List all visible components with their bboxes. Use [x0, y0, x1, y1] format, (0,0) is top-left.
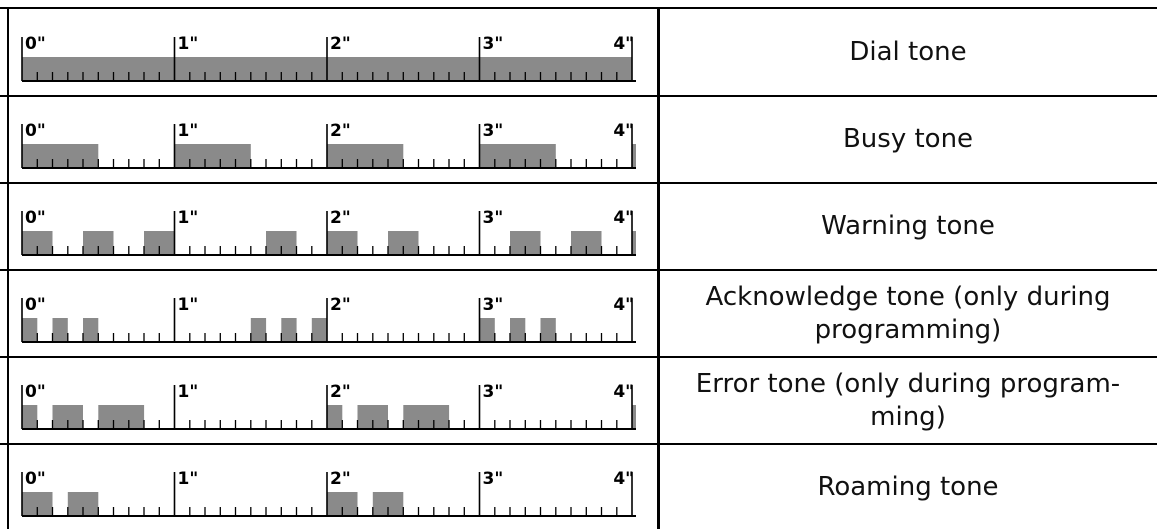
tone-name: Warning tone: [821, 211, 995, 241]
grid-line-top: [0, 7, 1157, 9]
second-label: 0": [25, 121, 46, 141]
tone-row-dial: 0" 1" 2" 3" 4" Dial tone: [0, 9, 1157, 96]
tone-diagram: 0" 1" 2" 3" 4": [21, 34, 636, 82]
tone-description-cell: Acknowledge tone (only during programmin…: [659, 270, 1157, 357]
tone-diagram: 0" 1" 2" 3" 4": [21, 382, 636, 430]
tone-description-cell: Roaming tone: [659, 444, 1157, 531]
second-label: 3": [483, 382, 504, 402]
tone-pulse: [632, 231, 636, 255]
second-label: 2": [330, 295, 351, 315]
tone-name: Acknowledge tone (only during programmin…: [705, 281, 1111, 345]
grid-line-divider: [657, 7, 660, 529]
tone-pulse: [52, 318, 68, 342]
tone-row-roaming: 0" 1" 2" 3" 4" Roaming tone: [0, 444, 1157, 531]
tone-row-error: 0" 1" 2" 3" 4" Error tone (only during progr…: [0, 357, 1157, 444]
tone-description-cell: Warning tone: [659, 183, 1157, 270]
tone-pulse: [327, 405, 343, 429]
second-label: 4": [613, 34, 634, 54]
grid-line-row: [0, 269, 1157, 271]
tone-name: Busy tone: [842, 124, 974, 154]
tone-pulse: [174, 144, 251, 168]
second-label: 1": [178, 469, 199, 489]
tone-pulse: [83, 318, 99, 342]
second-label: 0": [25, 295, 46, 315]
second-label: 0": [25, 34, 46, 54]
second-label: 3": [483, 121, 504, 141]
second-label: 1": [178, 382, 199, 402]
grid-line-row: [0, 95, 1157, 97]
second-label: 1": [178, 208, 199, 228]
second-label: 1": [178, 34, 199, 54]
tone-name: Error tone (only during program-ming): [695, 368, 1121, 432]
tone-pulse: [479, 318, 495, 342]
tone-pulse: [311, 318, 328, 342]
tone-pulse: [632, 144, 636, 168]
second-label: 2": [330, 382, 351, 402]
second-label: 4": [613, 121, 634, 141]
tone-pulse: [540, 318, 556, 342]
second-label: 2": [330, 469, 351, 489]
second-label: 3": [483, 34, 504, 54]
second-label: 4": [613, 208, 634, 228]
second-label: 3": [483, 469, 504, 489]
second-label: 0": [25, 382, 46, 402]
second-label: 3": [483, 208, 504, 228]
tone-description-cell: Busy tone: [659, 96, 1157, 183]
tone-row-warning: 0" 1" 2" 3" 4" Warning tone: [0, 183, 1157, 270]
tone-row-acknowledge: 0" 1" 2" 3" 4" Acknowledge tone (only during…: [0, 270, 1157, 357]
grid-line-diagram-left: [7, 7, 9, 529]
tone-pulse: [479, 144, 556, 168]
second-label: 2": [330, 121, 351, 141]
tone-pulse: [510, 318, 526, 342]
tone-pulse: [403, 405, 450, 429]
grid-line-row: [0, 182, 1157, 184]
tone-description-cell: Error tone (only during program-ming): [659, 357, 1157, 444]
tone-pulse: [281, 318, 297, 342]
second-label: 1": [178, 295, 199, 315]
grid-line-row: [0, 443, 1157, 445]
tone-pulse: [22, 318, 38, 342]
second-label: 0": [25, 469, 46, 489]
tone-description-cell: Dial tone: [659, 9, 1157, 96]
tone-pulse: [22, 405, 38, 429]
second-label: 3": [483, 295, 504, 315]
second-label: 4": [613, 469, 634, 489]
second-label: 2": [330, 34, 351, 54]
second-label: 0": [25, 208, 46, 228]
tone-row-busy: 0" 1" 2" 3" 4" Busy tone: [0, 96, 1157, 183]
tone-pulse: [632, 405, 636, 429]
tone-diagram: 0" 1" 2" 3" 4": [21, 295, 636, 343]
tone-pulse: [250, 318, 267, 342]
tone-name: Roaming tone: [817, 472, 999, 502]
grid-line-row: [0, 356, 1157, 358]
tone-pulse: [22, 144, 99, 168]
tone-pulse: [98, 405, 145, 429]
tone-diagram: 0" 1" 2" 3" 4": [21, 121, 636, 169]
second-label: 4": [613, 295, 634, 315]
second-label: 4": [613, 382, 634, 402]
second-label: 1": [178, 121, 199, 141]
tone-name: Dial tone: [849, 37, 967, 67]
second-label: 2": [330, 208, 351, 228]
tone-diagram: 0" 1" 2" 3" 4": [21, 469, 636, 517]
tone-diagram: 0" 1" 2" 3" 4": [21, 208, 636, 256]
tone-pulse: [327, 144, 404, 168]
